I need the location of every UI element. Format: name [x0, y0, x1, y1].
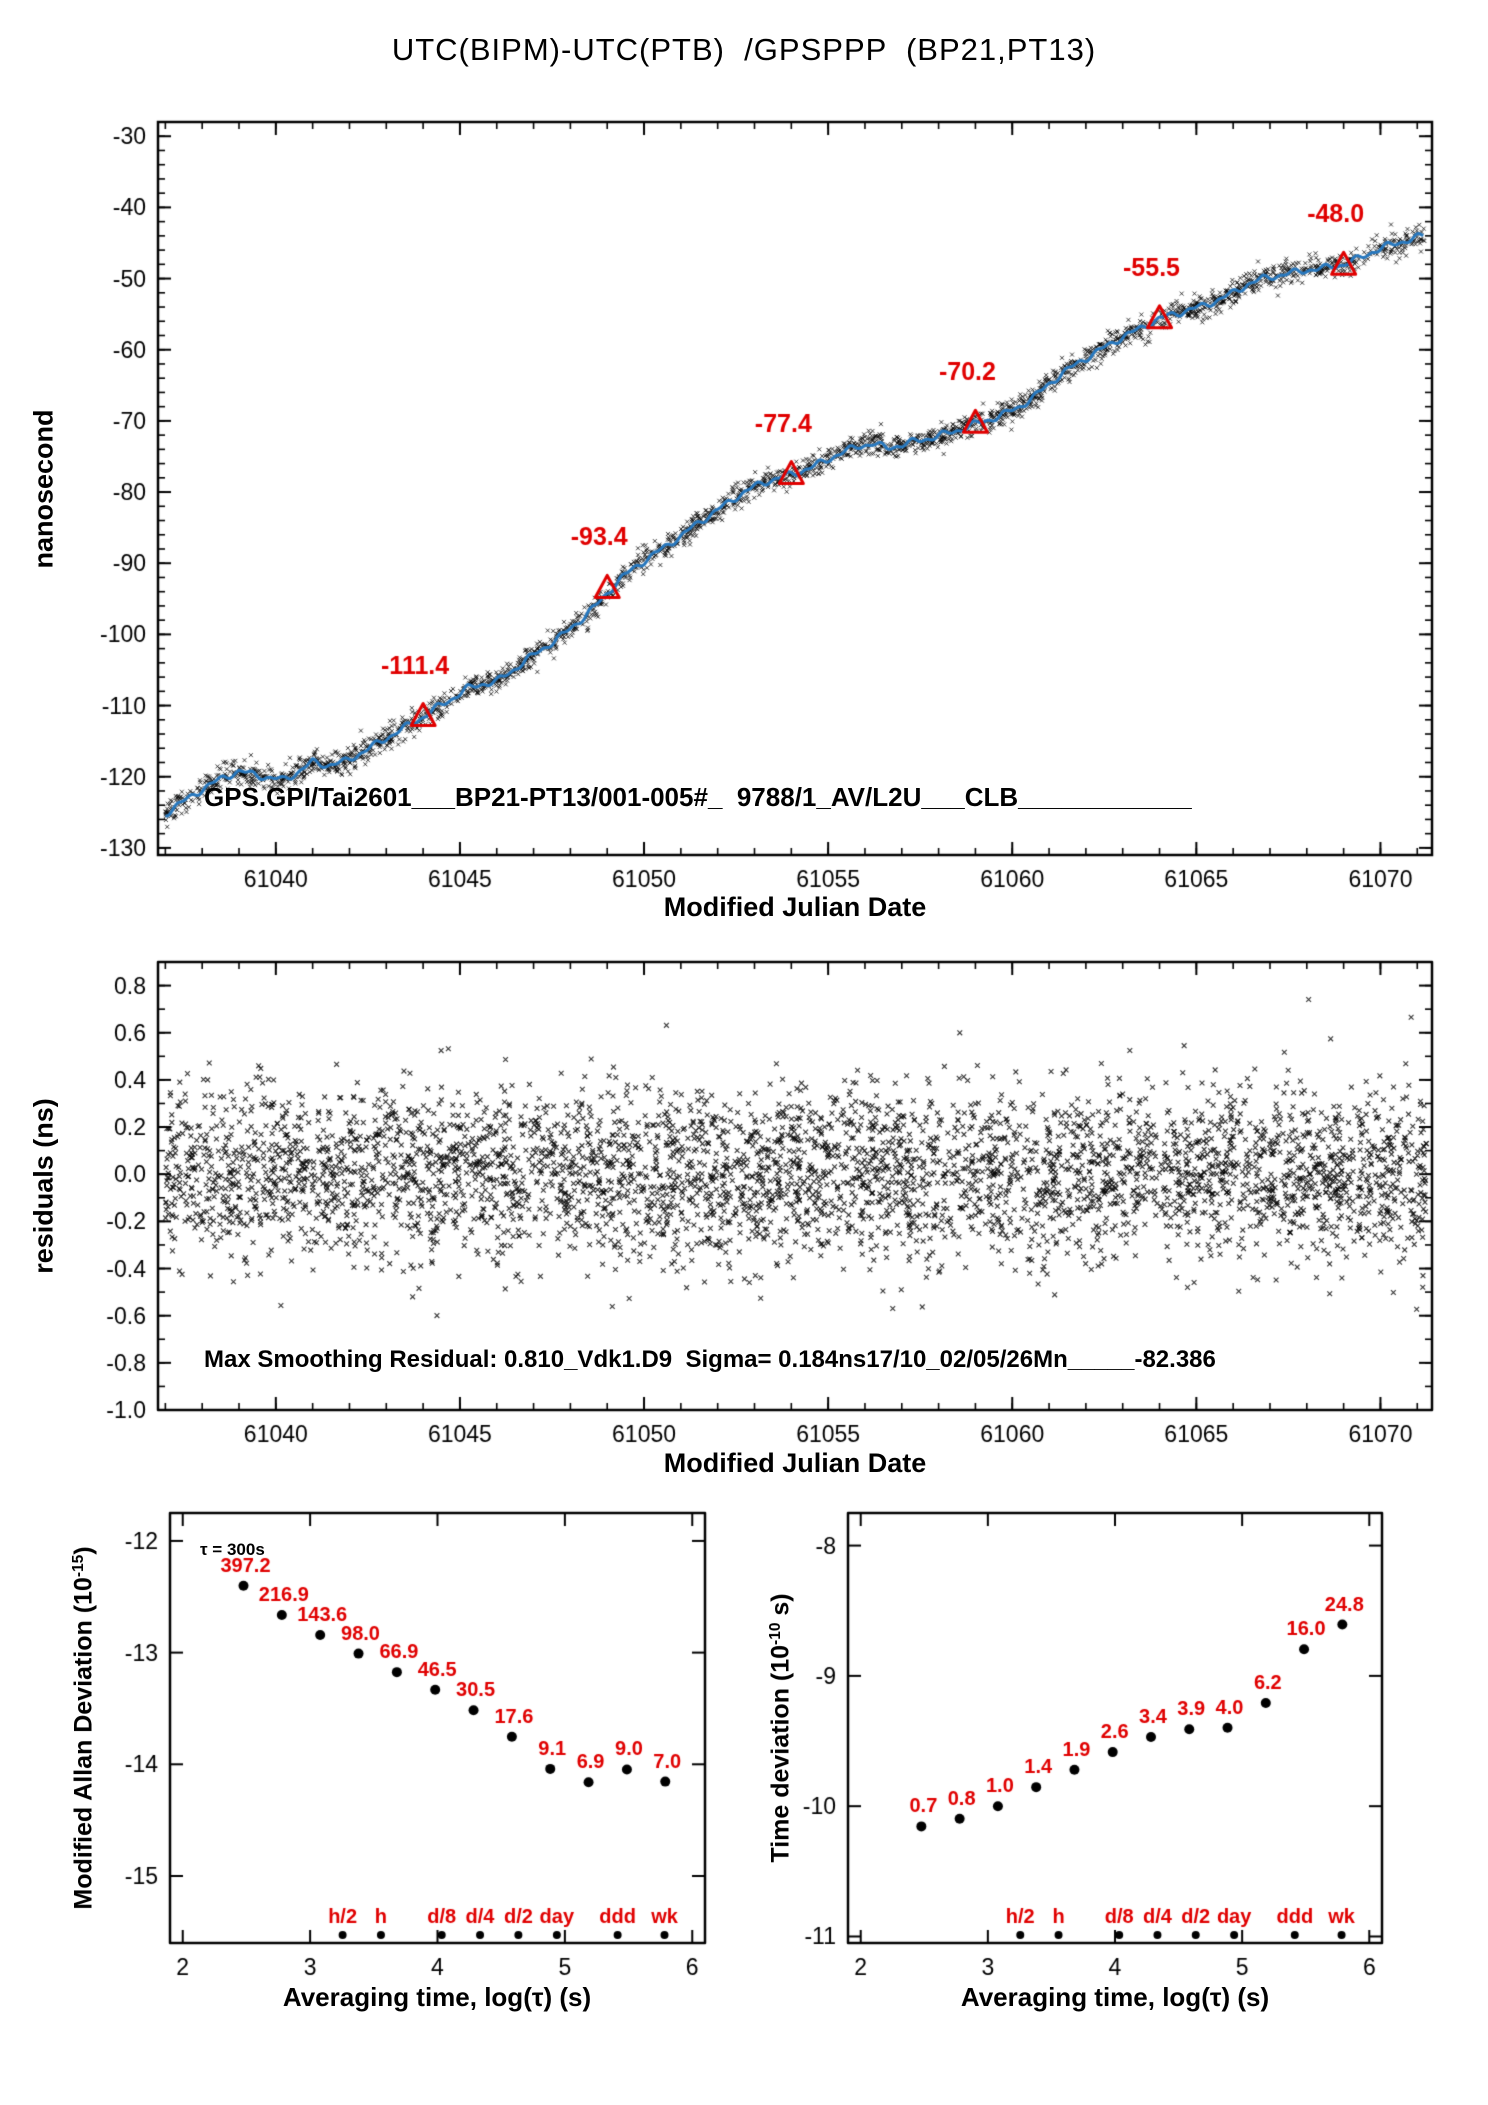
- tdev-y-axis-title-exponent: -10: [766, 1622, 784, 1645]
- tdev-y-axis-title: Time deviation (10-10 s): [767, 1593, 796, 1862]
- residuals-y-axis-title: residuals (ns): [28, 1098, 59, 1274]
- mdev-y-axis-title-end: ): [69, 1546, 98, 1555]
- tau-note: τ = 300s: [200, 1540, 265, 1559]
- mdev-y-axis-title-main: Modified Allan Deviation (10: [69, 1577, 98, 1910]
- tdev-y-axis-title-main: Time deviation (10: [766, 1644, 795, 1863]
- phase-y-axis-title: nanosecond: [28, 409, 59, 569]
- mdev-y-axis-title-exponent: -15: [69, 1554, 87, 1578]
- tdev-y-axis-title-end: s): [766, 1593, 795, 1623]
- page-title: UTC(BIPM)-UTC(PTB) /GPSPPP (BP21,PT13): [391, 32, 1097, 67]
- phase-annotation: GPS.GPI/Tai2601___BP21-PT13/001-005#_ 97…: [204, 782, 1192, 812]
- tdev-x-axis-title: Averaging time, log(τ) (s): [960, 1982, 1270, 2012]
- residuals-x-axis-title: Modified Julian Date: [663, 1448, 927, 1478]
- phase-x-axis-title: Modified Julian Date: [663, 892, 927, 922]
- residuals-annotation: Max Smoothing Residual: 0.810_Vdk1.D9 Si…: [204, 1346, 1216, 1373]
- mdev-y-axis-title: Modified Allan Deviation (10-15): [70, 1546, 99, 1909]
- mdev-x-axis-title: Averaging time, log(τ) (s): [282, 1982, 592, 2012]
